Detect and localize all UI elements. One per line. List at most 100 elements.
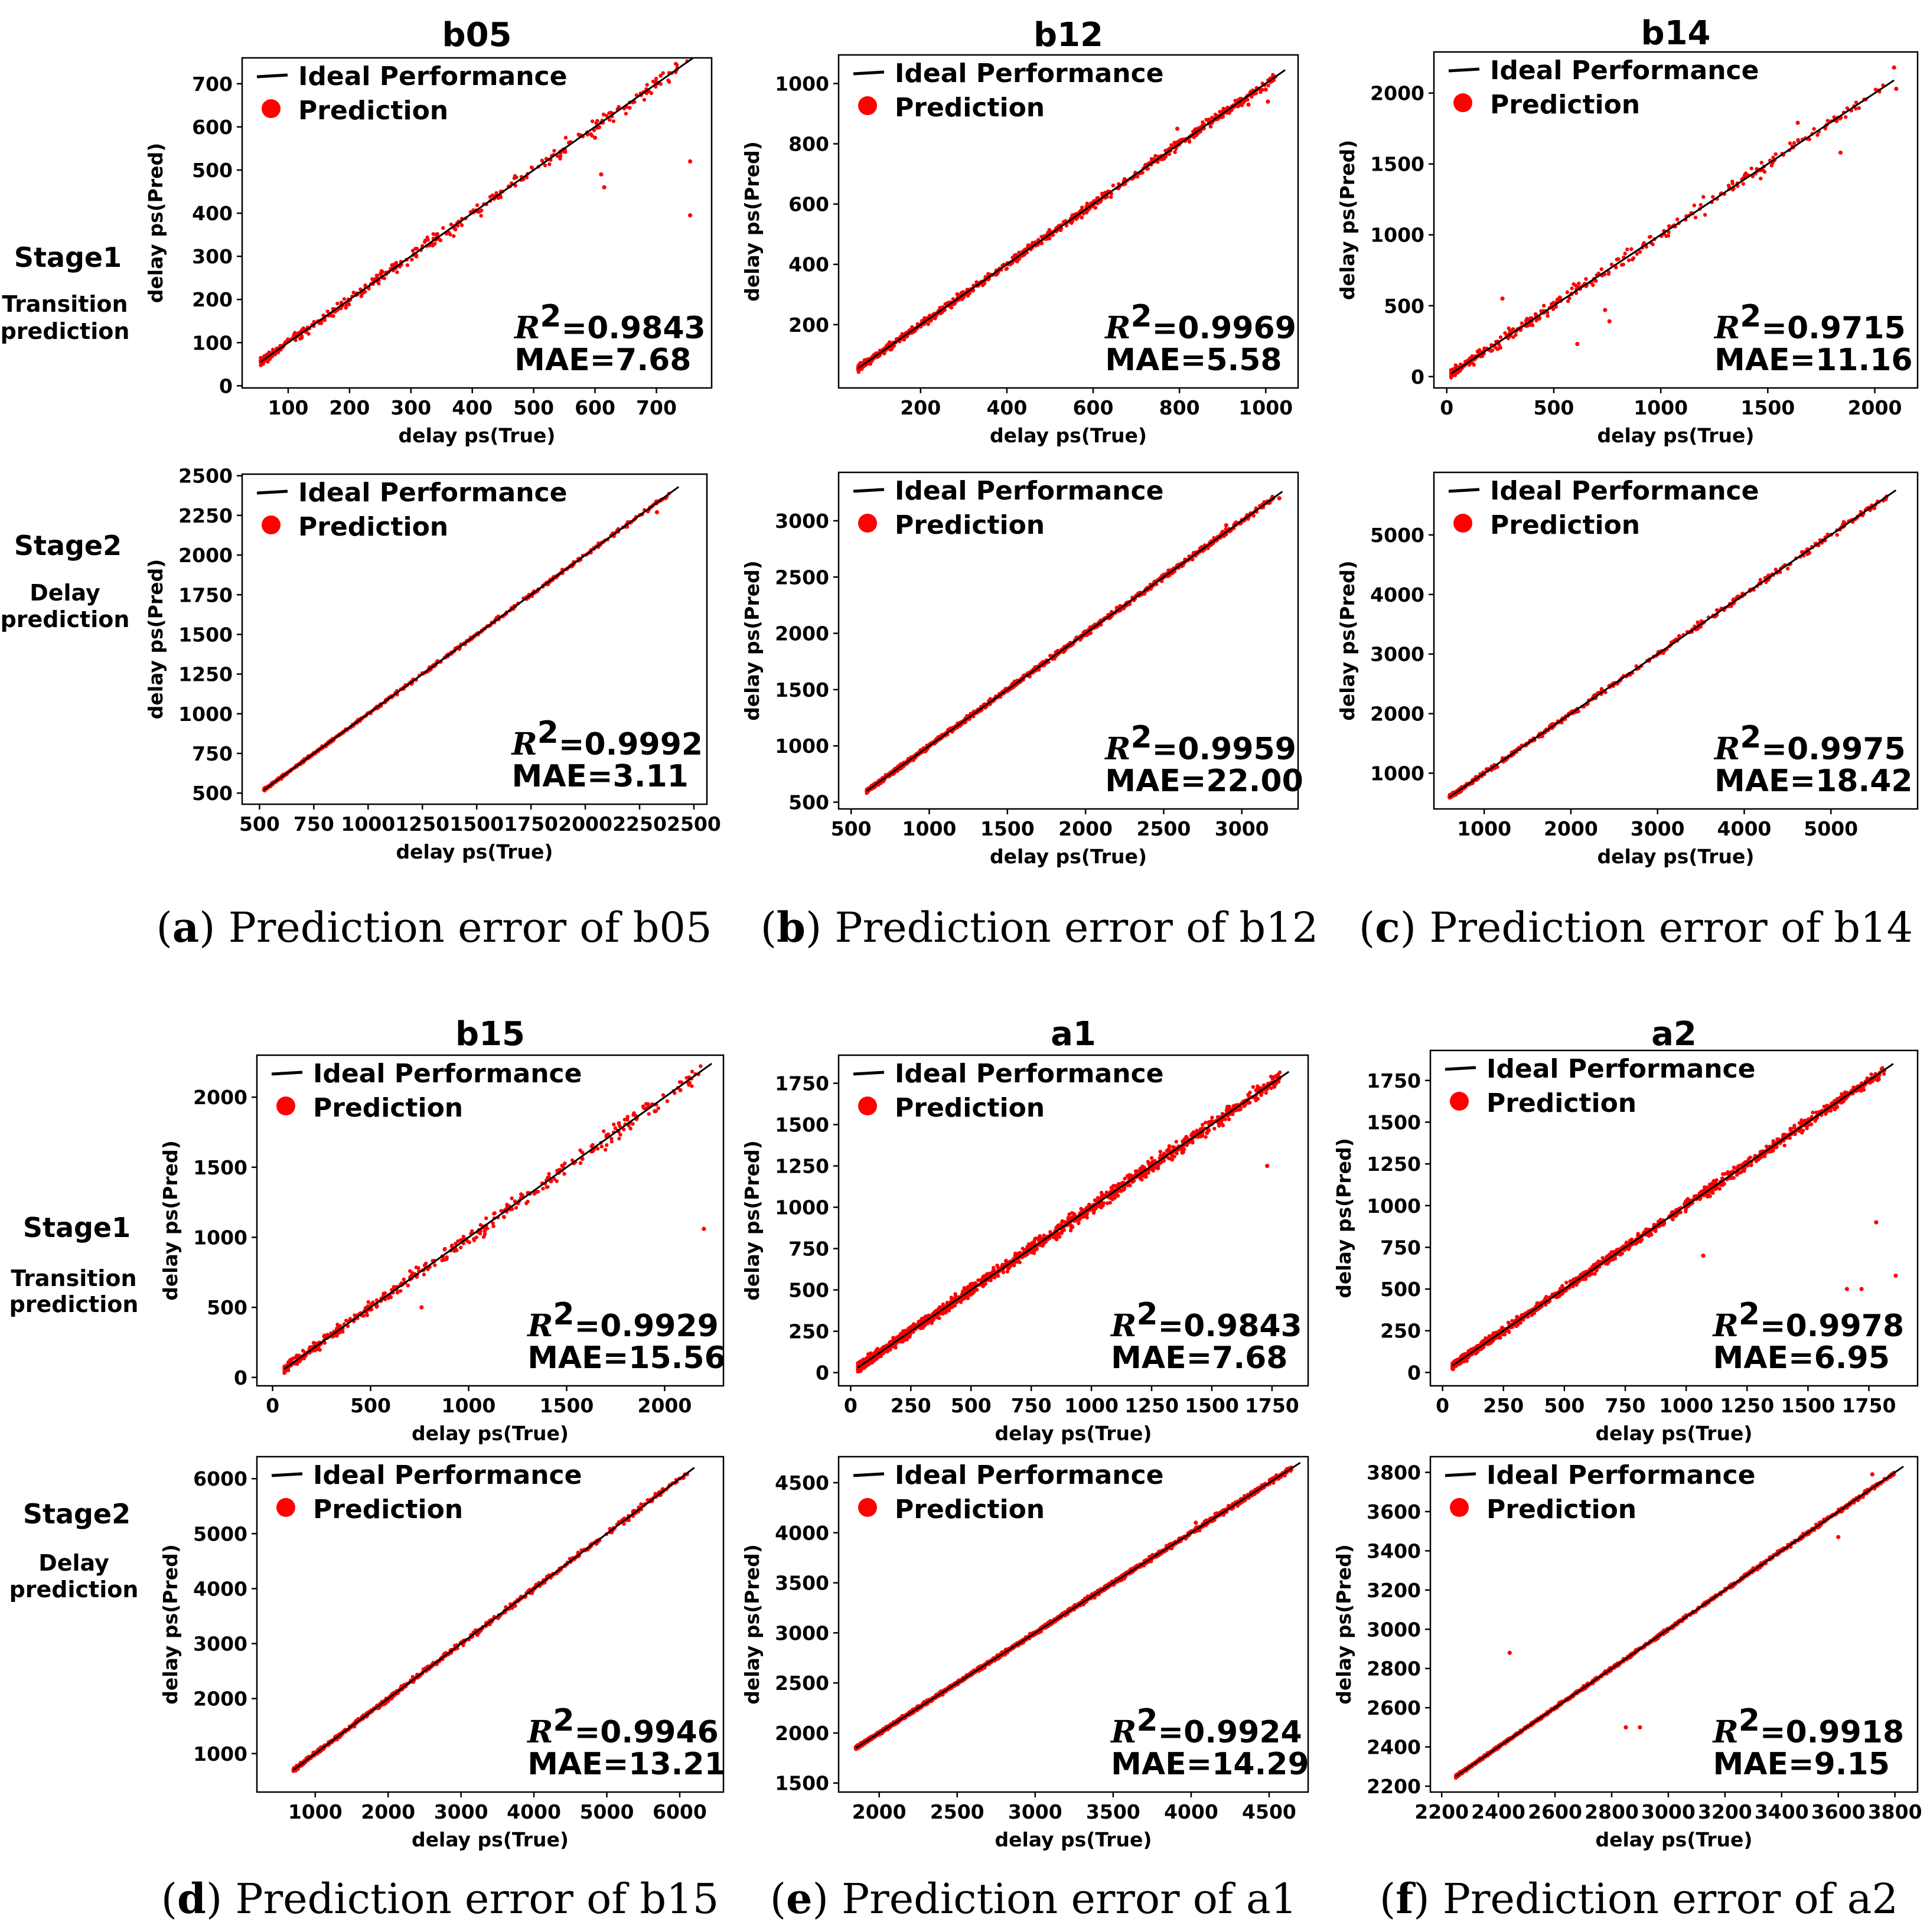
x-tick-label: 300 (390, 396, 431, 419)
y-tick-label: 500 (788, 791, 829, 814)
prediction-point (442, 1258, 446, 1262)
prediction-point (1625, 247, 1629, 252)
prediction-point (1823, 126, 1827, 130)
prediction-point (1039, 234, 1044, 239)
prediction-point (533, 1191, 537, 1195)
prediction-point (1143, 162, 1147, 167)
r2-stat: R2=0.9715 (1713, 299, 1906, 346)
x-tick-label: 2000 (1848, 396, 1902, 419)
prediction-point (458, 1245, 463, 1249)
prediction-point (613, 1126, 618, 1130)
legend-prediction-label: Prediction (298, 96, 448, 126)
prediction-point (628, 1127, 633, 1131)
prediction-point (395, 1291, 400, 1295)
x-tick-label: 500 (951, 1394, 992, 1417)
x-tick-label: 500 (239, 812, 280, 836)
prediction-point (1051, 233, 1055, 237)
prediction-point (1525, 316, 1529, 321)
prediction-point (1759, 161, 1763, 165)
prediction-point (374, 273, 379, 278)
legend-ideal-label: Ideal Performance (895, 476, 1163, 506)
r2-symbol: R (1104, 310, 1130, 346)
prediction-point (1834, 119, 1839, 123)
prediction-point (1614, 266, 1618, 270)
prediction-point (555, 154, 560, 158)
x-tick-label: 0 (1440, 396, 1453, 419)
prediction-point (491, 1221, 495, 1225)
prediction-point (1825, 119, 1830, 123)
prediction-point (1111, 183, 1116, 188)
prediction-point (1648, 234, 1652, 239)
y-axis-label: delay ps(Pred) (741, 141, 764, 301)
prediction-point (1759, 177, 1763, 181)
prediction-point (651, 79, 656, 84)
x-tick-label: 1000 (1238, 396, 1293, 419)
prediction-point (621, 1127, 626, 1131)
prediction-point (449, 222, 453, 227)
prediction-point (431, 243, 435, 248)
prediction-point (1711, 195, 1715, 199)
prediction-point (608, 118, 612, 122)
y-tick-label: 500 (192, 159, 233, 182)
plot-area (856, 69, 1286, 374)
x-tick-label: 700 (636, 396, 677, 419)
x-axis-label: delay ps(True) (1597, 424, 1754, 447)
legend-prediction-label: Prediction (895, 93, 1045, 123)
prediction-point (631, 1113, 635, 1117)
r2-exponent: 2 (1740, 299, 1761, 334)
prediction-point (282, 1370, 287, 1375)
y-tick-label: 500 (192, 782, 233, 805)
y-tick-label: 200 (788, 314, 829, 337)
x-tick-label: 2000 (1544, 817, 1598, 840)
prediction-point (513, 174, 517, 178)
prediction-point (405, 263, 410, 267)
panel-title: a1 (1051, 1015, 1096, 1053)
prediction-point (1549, 302, 1554, 306)
r2-value: =0.9959 (1152, 732, 1296, 767)
prediction-point (363, 289, 367, 294)
r2-symbol: R (513, 310, 540, 346)
prediction-point (982, 281, 987, 286)
prediction-point (1666, 234, 1671, 238)
prediction-point (1693, 216, 1698, 220)
prediction-point (679, 1080, 684, 1085)
prediction-point (627, 1124, 631, 1128)
prediction-point (259, 363, 264, 367)
chart-panel-4: 500 1000 1500 2000 2500 300050010001500200025… (741, 471, 1303, 868)
prediction-point (380, 270, 384, 275)
prediction-point (1503, 331, 1507, 335)
legend-dot-swatch (858, 96, 877, 115)
prediction-point (449, 1244, 454, 1249)
prediction-point (1208, 125, 1213, 129)
prediction-point (1626, 258, 1631, 262)
y-tick-label: 250 (788, 1320, 829, 1343)
prediction-point (459, 223, 464, 227)
prediction-point (438, 238, 443, 243)
prediction-point (1799, 550, 1804, 554)
prediction-point (456, 1239, 460, 1244)
prediction-point (561, 1164, 565, 1169)
prediction-point (617, 105, 621, 109)
y-tick-label: 300 (192, 245, 233, 268)
y-tick-label: 2250 (178, 504, 233, 527)
y-tick-label: 5000 (1370, 524, 1424, 547)
prediction-point-outlier (1263, 87, 1268, 92)
y-tick-label: 1250 (178, 663, 233, 686)
prediction-point (1511, 335, 1515, 340)
panel-title: b12 (1034, 16, 1103, 54)
prediction-point (342, 297, 346, 301)
prediction-point (1584, 277, 1588, 281)
prediction-point (699, 1064, 703, 1068)
x-tick-label: 1000 (442, 1394, 496, 1417)
prediction-point (1835, 533, 1839, 537)
y-tick-label: 0 (816, 1362, 829, 1385)
prediction-point (433, 1263, 437, 1267)
prediction-point (454, 1242, 458, 1246)
prediction-point (1567, 296, 1572, 301)
prediction-point (1559, 296, 1563, 301)
r2-symbol: R (1713, 310, 1740, 346)
prediction-point (591, 1143, 595, 1147)
prediction-point (667, 80, 671, 84)
prediction-point (286, 1368, 291, 1372)
